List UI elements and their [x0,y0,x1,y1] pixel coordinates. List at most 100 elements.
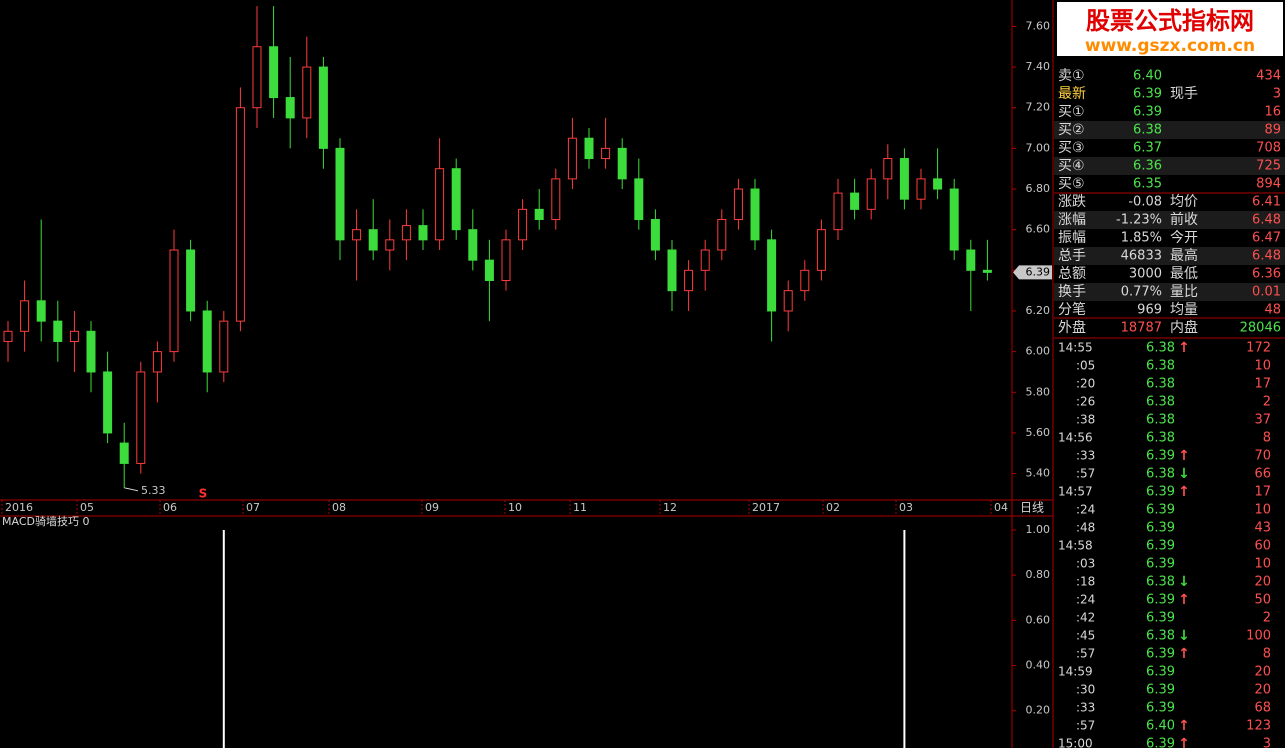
stat-label: 涨幅 [1058,212,1086,228]
tick-volume: 43 [1254,521,1271,536]
stat-value: 6.36 [1252,267,1281,282]
tick-time: 14:56 [1058,431,1093,445]
tick-price: 6.39 [1146,737,1175,748]
book-price: 6.40 [1133,69,1162,84]
tick-time: :05 [1076,359,1095,373]
candle-body [86,330,96,373]
candle-body [435,168,445,241]
stat-value: 3000 [1129,267,1162,282]
tick-price: 6.38 [1146,431,1175,446]
stat-value: 6.47 [1252,231,1281,246]
tick-time: 14:58 [1058,539,1093,553]
stat-value: 6.48 [1252,249,1281,264]
y-tick-label: 6.60 [1026,223,1051,236]
x-tick-label: 2016 [5,501,33,514]
candle-body [53,320,63,342]
book-price: 6.36 [1133,159,1162,174]
tick-price: 6.39 [1146,701,1175,716]
x-tick-label: 04 [994,501,1008,514]
tick-volume: 2 [1263,611,1271,626]
row-shade [1054,157,1285,175]
book-label: 买⑤ [1058,176,1085,192]
candle-body [717,219,727,251]
x-tick-label: 07 [246,501,260,514]
candle-body [202,310,212,373]
stat-label: 今开 [1170,230,1198,246]
stat-value: 969 [1137,303,1162,318]
tick-volume: 172 [1246,341,1271,356]
candle-body [982,269,992,273]
candle-body [119,442,129,464]
tick-price: 6.39 [1146,683,1175,698]
y-tick-label: 0.80 [1026,568,1051,581]
tick-volume: 3 [1263,737,1271,748]
tick-volume: 123 [1246,719,1271,734]
tick-arrow: ↑ [1178,484,1190,500]
candle-body [584,137,594,160]
stat-label: 量比 [1170,284,1198,300]
candle-body [966,249,976,271]
book-volume: 894 [1256,177,1281,192]
candle-body [899,158,909,200]
tick-time: :24 [1076,503,1095,517]
candle-body [235,107,245,322]
tick-price: 6.39 [1146,611,1175,626]
candle-body [501,239,511,281]
book-volume: 708 [1256,141,1281,156]
logo-box [1057,2,1283,56]
tick-time: 14:57 [1058,485,1093,499]
last-price-tag [1013,265,1052,280]
tick-price: 6.39 [1146,521,1175,536]
tick-price: 6.38 [1146,359,1175,374]
tick-volume: 10 [1254,359,1271,374]
candle-body [883,158,893,180]
candle-body [700,249,710,271]
candle-body [285,97,295,119]
tick-price: 6.39 [1146,539,1175,554]
stat-label: 振幅 [1058,230,1086,246]
candle-body [933,178,943,190]
book-label: 买④ [1058,158,1085,174]
stat-label: 最高 [1170,247,1198,264]
stat-label: 外盘 [1058,319,1086,336]
stat-label: 最低 [1170,266,1198,282]
candle-body [650,219,660,251]
x-tick-label: 05 [80,501,94,514]
stat-value: 46833 [1121,249,1162,264]
low-pointer [124,487,139,492]
tick-time: :30 [1076,683,1095,697]
tick-arrow: ↑ [1178,340,1190,356]
tick-volume: 17 [1254,377,1271,392]
tick-volume: 2 [1263,395,1271,410]
tick-volume: 70 [1254,449,1271,464]
tick-arrow: ↓ [1178,574,1190,590]
tick-volume: 10 [1254,557,1271,572]
tick-price: 6.38 [1146,629,1175,644]
book-price: 6.39 [1133,87,1162,102]
stat-label: 换手 [1058,283,1086,300]
y-tick-label: 5.80 [1026,385,1051,398]
stat-value: 48 [1264,303,1281,318]
candle-body [617,147,627,180]
tick-time: :33 [1076,449,1095,463]
tick-time: :38 [1076,413,1095,427]
candle-body [800,269,810,292]
candle-body [219,320,229,373]
logo-title: 股票公式指标网 [1086,7,1254,35]
y-tick-label: 7.60 [1026,19,1051,32]
x-tick-label: 2017 [752,501,780,514]
tick-price: 6.38 [1146,341,1175,356]
candle-body [318,66,328,149]
tick-volume: 8 [1263,647,1271,662]
signal-label: S [199,487,208,501]
book-label: 卖① [1058,68,1085,84]
candle-body [634,178,644,221]
y-tick-label: 6.80 [1026,182,1051,195]
tick-time: :57 [1076,719,1095,733]
candle-body [385,239,395,251]
candle-body [302,66,312,119]
tick-time: :57 [1076,467,1095,481]
x-tick-label: 06 [163,501,177,514]
book-label: 买③ [1058,140,1085,156]
x-tick-label: 08 [332,501,346,514]
